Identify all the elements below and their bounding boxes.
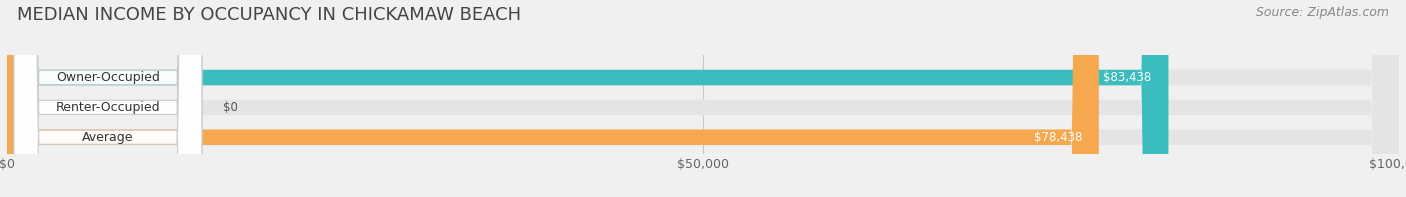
FancyBboxPatch shape <box>7 0 1399 197</box>
FancyBboxPatch shape <box>14 0 202 197</box>
FancyBboxPatch shape <box>7 0 1099 197</box>
Text: Average: Average <box>82 131 134 144</box>
FancyBboxPatch shape <box>14 0 202 197</box>
FancyBboxPatch shape <box>7 0 1399 197</box>
Text: Renter-Occupied: Renter-Occupied <box>56 101 160 114</box>
Text: $0: $0 <box>222 101 238 114</box>
FancyBboxPatch shape <box>7 0 1168 197</box>
Text: Owner-Occupied: Owner-Occupied <box>56 71 160 84</box>
Text: MEDIAN INCOME BY OCCUPANCY IN CHICKAMAW BEACH: MEDIAN INCOME BY OCCUPANCY IN CHICKAMAW … <box>17 6 522 24</box>
FancyBboxPatch shape <box>14 0 202 197</box>
Text: Source: ZipAtlas.com: Source: ZipAtlas.com <box>1256 6 1389 19</box>
Text: $78,438: $78,438 <box>1033 131 1083 144</box>
FancyBboxPatch shape <box>7 0 1399 197</box>
Text: $83,438: $83,438 <box>1104 71 1152 84</box>
